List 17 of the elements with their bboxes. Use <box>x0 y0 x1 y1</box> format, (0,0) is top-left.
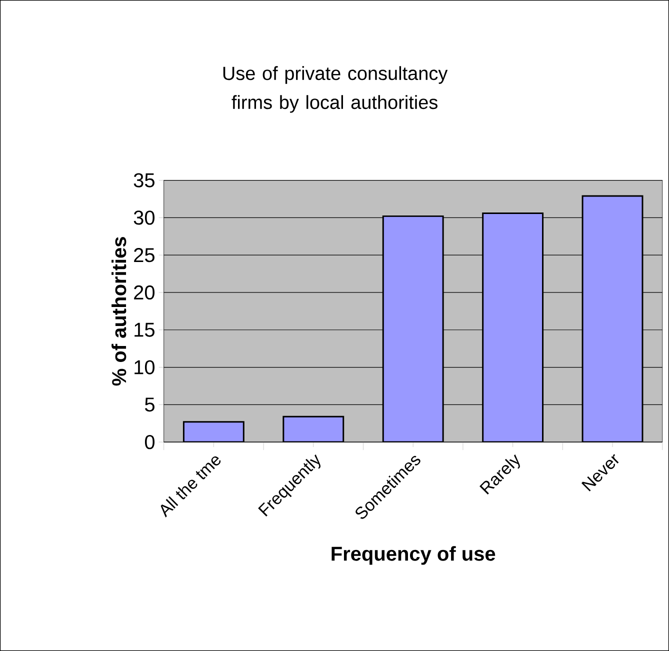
bar <box>382 215 444 442</box>
y-tick-label: 5 <box>144 398 154 412</box>
x-axis-title: Frequency of use <box>332 546 496 565</box>
y-tick-label: 20 <box>134 285 155 300</box>
y-axis-title: % of authorities <box>112 237 126 386</box>
bar <box>582 195 644 442</box>
y-tick-label: 10 <box>134 360 155 374</box>
y-tick-label: 35 <box>134 173 154 188</box>
bar <box>282 416 344 442</box>
y-tick-label: 15 <box>134 322 154 337</box>
bar <box>482 212 544 442</box>
y-tick-label: 0 <box>144 434 155 450</box>
y-tick-label: 30 <box>134 210 155 225</box>
chart-title: Use of private consultancy firms by local authorities <box>223 66 448 113</box>
bar <box>182 421 244 442</box>
y-tick-label: 25 <box>134 248 154 262</box>
x-tick-label: All the tme <box>160 456 221 518</box>
